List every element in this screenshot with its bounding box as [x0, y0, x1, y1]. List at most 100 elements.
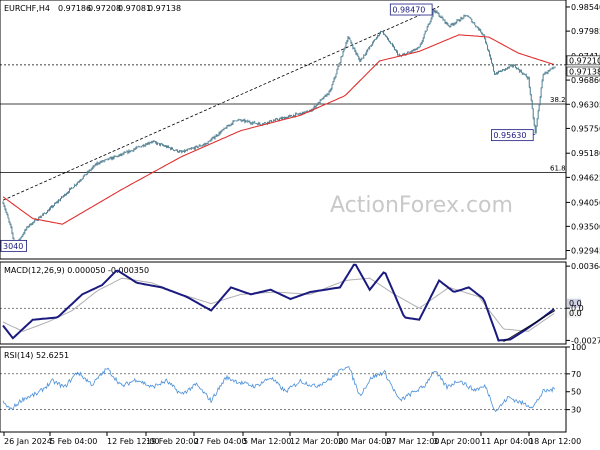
price-candle-body	[277, 118, 278, 120]
price-candle-body	[48, 210, 49, 212]
price-candle-body	[453, 23, 455, 25]
rsi-y-axis: 100 70 50 30	[566, 343, 586, 415]
price-candle-body	[124, 152, 126, 153]
price-candle-body	[398, 54, 399, 56]
price-candle-body	[268, 121, 270, 123]
price-candle-body	[123, 152, 125, 155]
price-candle-body	[382, 31, 383, 32]
price-candle-body	[471, 19, 473, 23]
price-candle-body	[493, 65, 494, 71]
price-candle-body	[445, 22, 447, 24]
price-candle-body	[548, 70, 550, 72]
price-candle-body	[438, 13, 440, 17]
macd-lines	[2, 263, 556, 343]
price-candle-body	[25, 229, 27, 231]
price-candle-body	[178, 151, 179, 153]
price-candle-body	[513, 65, 515, 66]
price-candle-body	[255, 123, 257, 124]
x-axis-tick-label: 27 Feb 04:00	[194, 437, 246, 446]
price-candle-body	[94, 163, 96, 167]
price-candle-body	[243, 119, 245, 121]
price-y-tick-label: 0.96305	[571, 100, 600, 109]
price-candle-body	[105, 159, 107, 160]
price-candle-body	[435, 10, 437, 13]
price-candle-body	[202, 144, 204, 146]
price-candle-body	[108, 158, 110, 160]
price-candle-body	[551, 68, 553, 69]
price-candle-body	[508, 67, 509, 68]
price-candle-body	[8, 218, 10, 222]
price-candle-body	[190, 148, 192, 149]
price-candle-body	[214, 137, 216, 139]
price-candle-body	[390, 42, 391, 44]
price-candle-body	[62, 196, 63, 198]
price-candle-body	[488, 50, 490, 52]
price-candle-body	[339, 62, 341, 64]
price-candle-body	[258, 122, 260, 125]
price-candle-body	[51, 206, 52, 208]
price-candle-body	[26, 226, 28, 230]
price-candle-body	[76, 182, 78, 184]
price-candle-body	[100, 161, 102, 163]
price-candle-body	[462, 17, 464, 19]
price-candle-body	[99, 161, 101, 164]
price-candle-body	[303, 112, 305, 114]
price-candle-body	[244, 119, 246, 122]
price-candle-body	[131, 150, 133, 151]
price-candle-body	[9, 221, 11, 225]
price-candle-body	[265, 122, 267, 124]
price-candle-body	[154, 141, 156, 142]
price-candle-body	[142, 145, 144, 147]
price-candle-body	[245, 120, 247, 122]
price-candle-body	[501, 70, 502, 72]
price-pane-header-low: 0.97081	[118, 4, 151, 13]
price-candle-body	[39, 217, 41, 218]
price-candle-body	[152, 141, 154, 143]
price-candle-body	[28, 226, 30, 227]
price-candle-body	[10, 224, 12, 228]
price-candle-body	[341, 56, 343, 57]
price-candle-body	[334, 76, 336, 79]
price-candle-body	[549, 69, 551, 71]
price-candle-body	[451, 23, 453, 25]
price-candle-body	[189, 148, 191, 150]
price-candle-body	[164, 145, 165, 147]
price-candle-body	[22, 234, 24, 237]
price-candle-body	[211, 138, 213, 140]
price-candle-body	[513, 65, 514, 67]
macd-pane-frame	[0, 261, 567, 345]
price-candle-body	[89, 170, 91, 171]
price-candle-body	[170, 147, 171, 150]
price-candle-body	[129, 150, 131, 152]
price-candle-body	[486, 42, 488, 45]
price-candle-body	[155, 141, 157, 143]
price-candle-body	[75, 183, 77, 186]
price-candle-body	[443, 19, 445, 21]
price-candle-body	[98, 163, 100, 165]
macd-y-tick-label: 0.0	[571, 304, 584, 313]
price-candle-body	[30, 223, 32, 226]
price-candle-body	[288, 116, 289, 117]
price-candle-body	[541, 80, 543, 88]
price-candle-body	[391, 43, 392, 45]
price-candle-body	[92, 166, 94, 168]
price-candle-body	[305, 111, 307, 112]
price-candle-body	[57, 201, 58, 203]
price-candle-body	[50, 207, 51, 209]
price-candle-body	[223, 128, 225, 130]
price-candle-body	[321, 98, 323, 100]
price-candle-body	[536, 118, 538, 126]
price-candle-body	[23, 233, 25, 235]
rsi-lines	[2, 366, 556, 413]
x-axis-tick-label: 12 Feb 12:00	[107, 437, 159, 446]
price-candle-body	[397, 51, 398, 55]
price-candle-body	[467, 15, 469, 17]
price-candle-body	[85, 173, 87, 176]
price-candle-body	[313, 106, 315, 109]
price-candle-body	[177, 149, 178, 152]
price-candle-body	[188, 148, 190, 150]
rsi-pane-frame	[0, 346, 567, 433]
price-candle-body	[282, 117, 283, 119]
price-candle-body	[476, 26, 478, 28]
